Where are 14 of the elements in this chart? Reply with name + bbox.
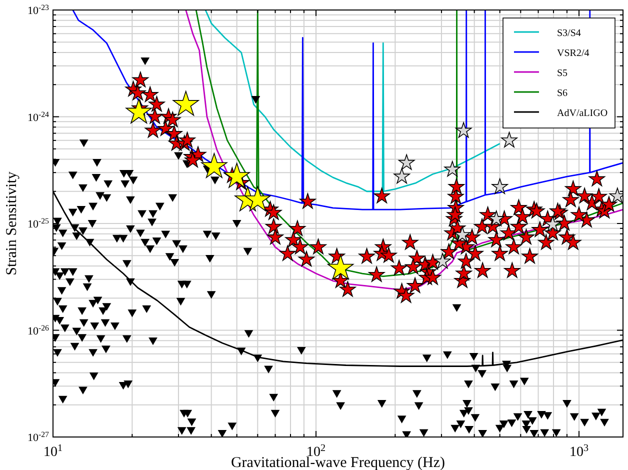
legend-label: S6 <box>557 88 568 99</box>
x-tick-label: 10$^{1}$ <box>43 442 63 460</box>
legend-label: S5 <box>557 68 568 79</box>
x-axis-title: Gravitational-wave Frequency (Hz) <box>230 455 446 470</box>
y-tick-label: 10$^{-23}$ <box>27 2 50 17</box>
y-tick-label: 10$^{-25}$ <box>27 216 50 230</box>
y-tick-label: 10$^{-26}$ <box>27 322 50 338</box>
y-axis-title: Strain Sensitivity <box>4 171 20 276</box>
x-tick-label: 10$^{3}$ <box>569 442 589 460</box>
y-tick-label: 10$^{-24}$ <box>27 109 50 124</box>
legend-label: S3/S4 <box>557 28 581 39</box>
legend-label: VSR2/4 <box>557 48 590 59</box>
legend-label: AdV/aLIGO <box>557 108 608 119</box>
y-tick-label: 10$^{-27}$ <box>27 430 50 444</box>
